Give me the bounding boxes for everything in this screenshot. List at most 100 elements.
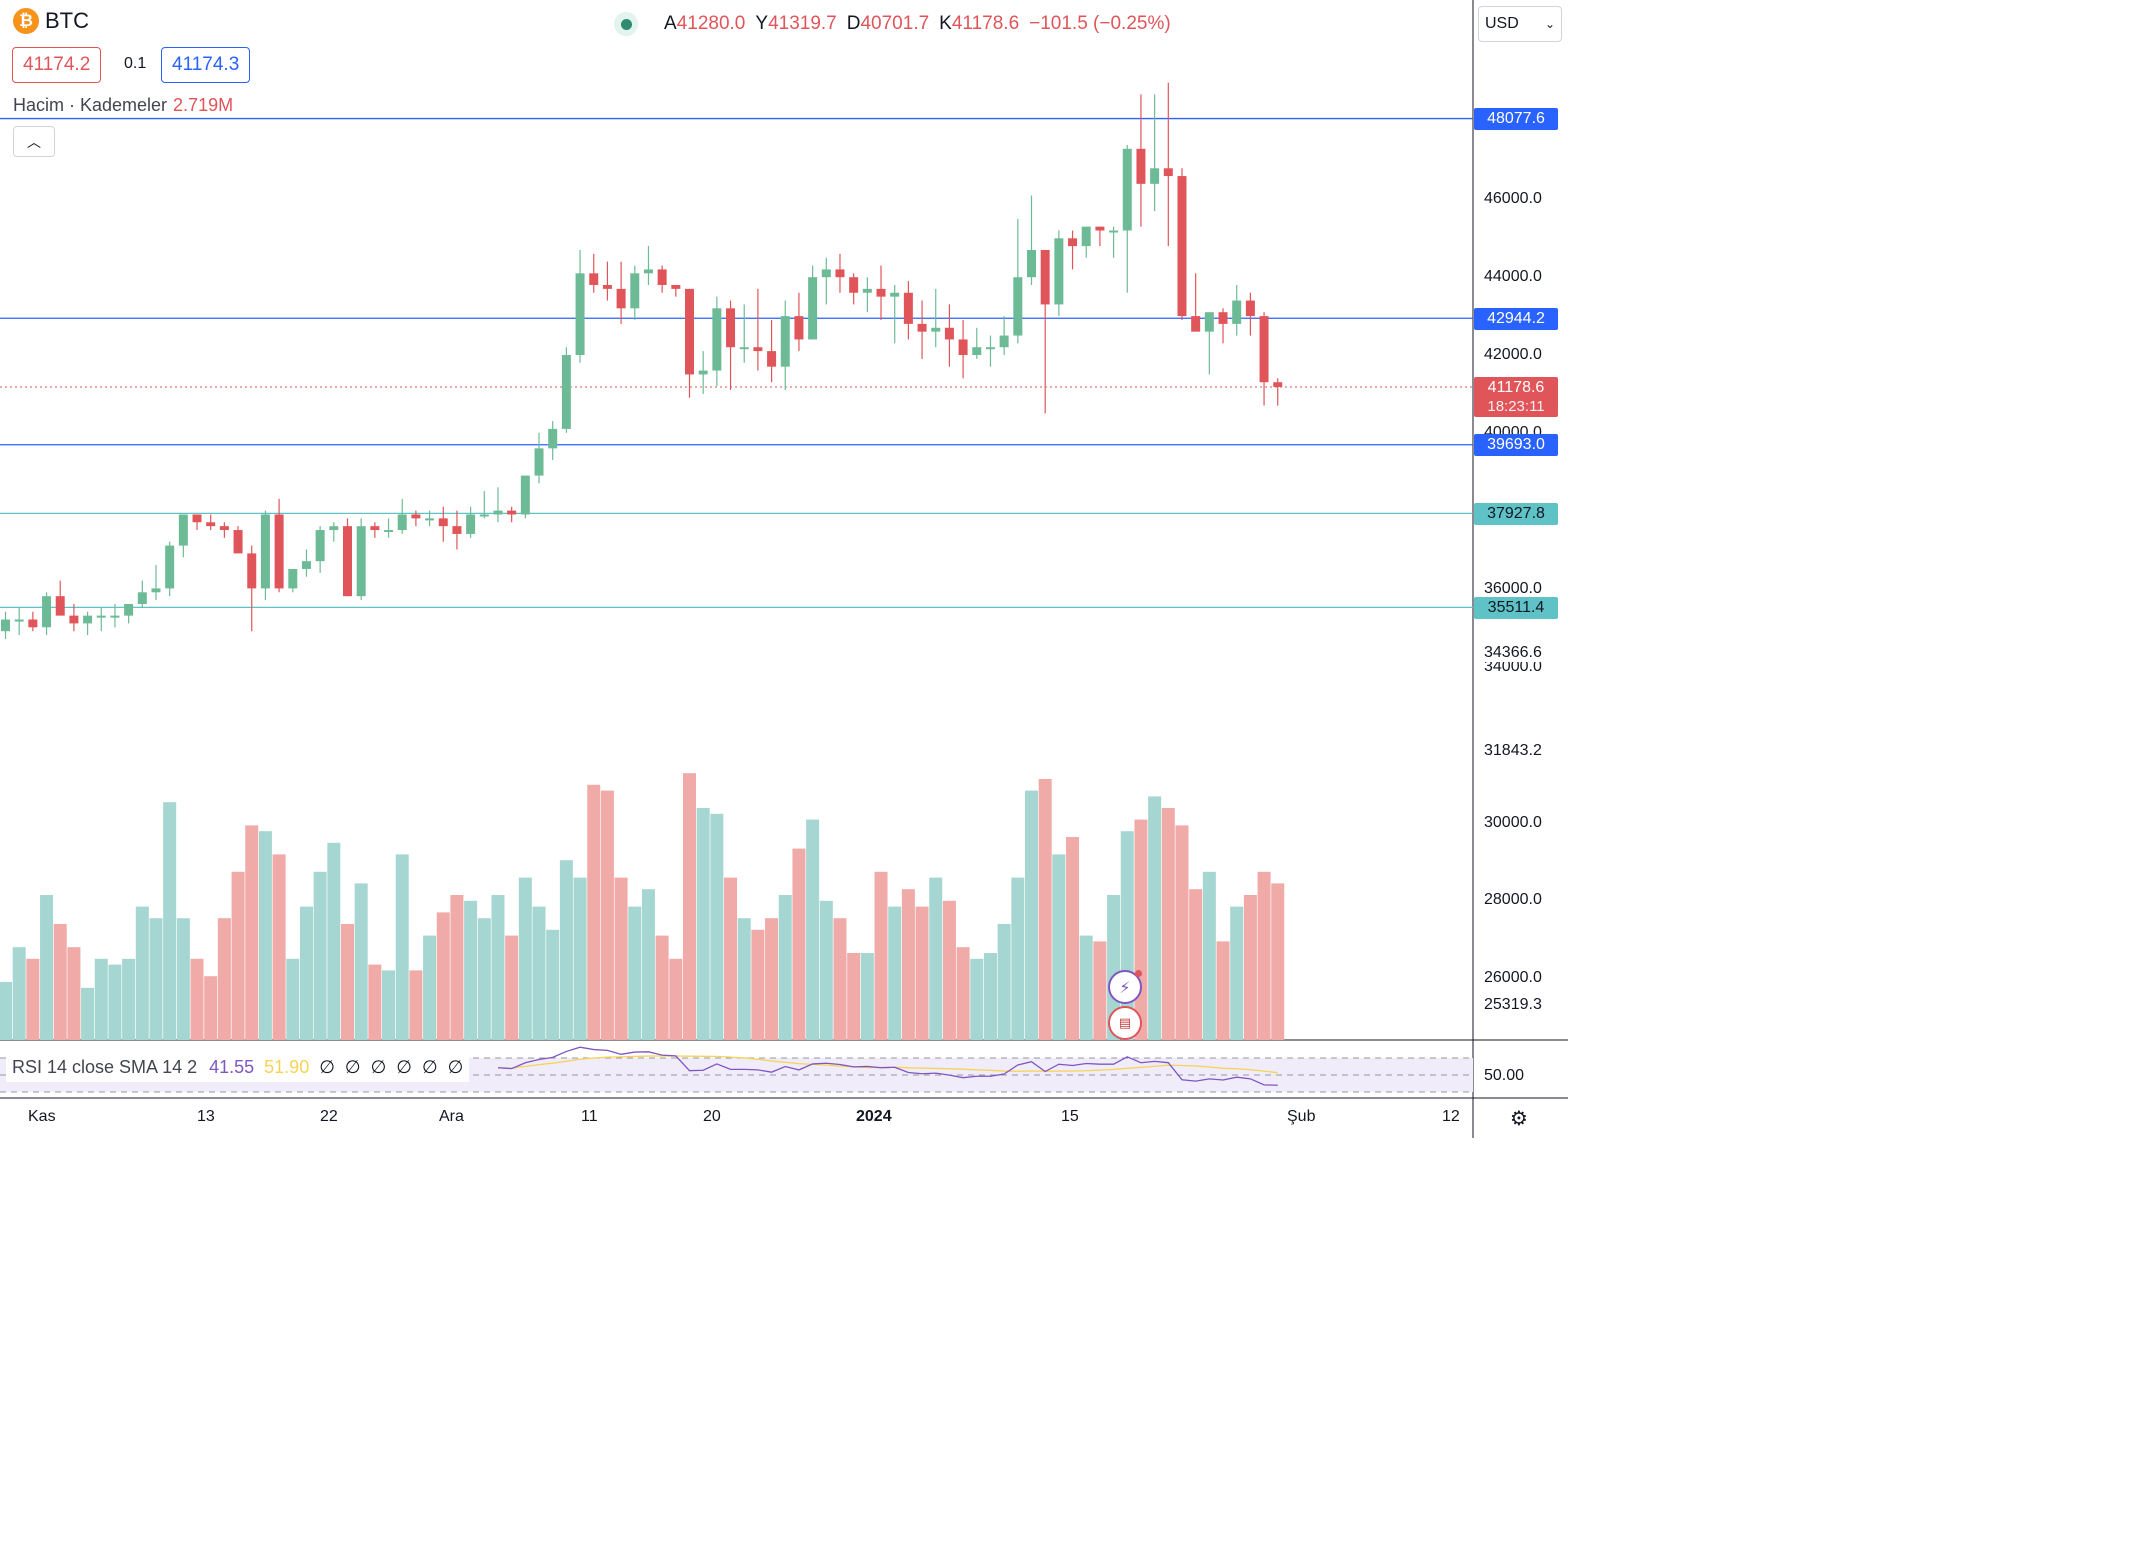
volume-bar — [587, 784, 601, 1040]
candle-body — [903, 292, 913, 324]
time-axis-label: 13 — [197, 1108, 215, 1125]
rsi-axis-label: 50.00 — [1484, 1067, 1525, 1084]
candle-body — [83, 615, 93, 624]
volume-bar — [915, 906, 929, 1040]
us-flag-event-icon[interactable]: ▤ — [1108, 1006, 1142, 1040]
candle-body — [438, 518, 448, 527]
volume-bar — [751, 929, 765, 1040]
symbol-name: BTC — [45, 8, 89, 33]
candle-body — [493, 510, 503, 515]
candle-body — [1191, 316, 1201, 332]
time-axis-label: Ara — [439, 1108, 464, 1125]
candle-body — [602, 284, 612, 289]
price-axis-label: 30000.0 — [1484, 814, 1542, 831]
candle-body — [14, 619, 24, 622]
volume-bar — [888, 906, 902, 1040]
volume-bar — [53, 924, 67, 1040]
volume-bar — [1175, 825, 1189, 1040]
low-value: 40701.7 — [860, 13, 930, 34]
candle-body — [137, 592, 147, 604]
rsi-line — [497, 1046, 1278, 1086]
sell-button[interactable]: 41174.2 — [12, 47, 102, 83]
price-axis-label: 36000.0 — [1484, 580, 1542, 597]
volume-bar — [1093, 941, 1107, 1040]
currency-select[interactable]: USD ⌄ — [1478, 6, 1562, 42]
volume-bar — [1161, 808, 1175, 1040]
volume-bar — [272, 854, 286, 1040]
candle-body — [466, 514, 476, 534]
candle-body — [999, 335, 1009, 348]
rsi-na-value: ∅ — [447, 1056, 464, 1077]
settings-icon[interactable]: ⚙ — [1510, 1106, 1528, 1130]
volume-bar — [641, 889, 655, 1040]
time-axis-label: 11 — [581, 1108, 598, 1125]
candle-body — [862, 288, 872, 293]
volume-legend[interactable]: Hacim · Kademeler 2.719M — [13, 95, 244, 116]
chevron-down-icon: ⌄ — [1544, 17, 1555, 31]
hline-price-tag[interactable]: 37927.8 — [1474, 503, 1558, 525]
rsi-legend[interactable]: RSI 14 close SMA 14 2 41.55 51.90 ∅ ∅ ∅ … — [6, 1052, 470, 1082]
volume-bar — [450, 895, 464, 1040]
candle-body — [452, 526, 462, 534]
candle-body — [206, 522, 216, 527]
candle-body — [384, 530, 394, 533]
candle-body — [821, 269, 831, 278]
volume-bar — [1202, 871, 1216, 1040]
volume-bar — [1025, 790, 1038, 1040]
price-chart-canvas[interactable] — [0, 0, 1568, 1138]
candle-body — [1232, 300, 1242, 324]
hline-price-tag[interactable]: 39693.0 — [1474, 434, 1558, 456]
low-label: D — [846, 13, 861, 34]
lightning-event-icon[interactable]: ⚡ — [1108, 970, 1142, 1004]
time-axis-label: 22 — [320, 1108, 338, 1125]
volume-bar — [628, 906, 642, 1040]
candle-body — [1273, 382, 1283, 387]
symbol-title[interactable]: ₿ BTC — [13, 8, 89, 34]
buy-button[interactable]: 41174.3 — [161, 47, 251, 83]
hline-price-tag[interactable]: 48077.6 — [1474, 108, 1558, 130]
volume-bar — [970, 958, 984, 1040]
collapse-legend-button[interactable]: ︿ — [13, 126, 55, 157]
volume-bar — [614, 877, 628, 1040]
candle-body — [835, 269, 845, 278]
candle-body — [561, 355, 571, 429]
volume-bar — [204, 976, 218, 1040]
candle-body — [698, 370, 708, 375]
candle-body — [917, 323, 927, 332]
candle-body — [1204, 312, 1214, 332]
close-value: 41178.6 — [951, 13, 1020, 34]
volume-bar — [956, 947, 970, 1040]
volume-bar — [655, 935, 669, 1040]
candle-body — [712, 308, 722, 371]
volume-bar — [1134, 819, 1148, 1040]
candle-body — [1177, 176, 1187, 317]
market-status-icon[interactable] — [614, 12, 638, 36]
volume-bar — [313, 871, 327, 1040]
volume-bar — [1271, 883, 1285, 1040]
candle-body — [753, 347, 763, 352]
candle-body — [1218, 312, 1228, 324]
hline-price-tag[interactable]: 42944.2 — [1474, 308, 1558, 330]
volume-bar — [135, 906, 149, 1040]
candle-body — [548, 428, 558, 449]
candle-body — [1109, 230, 1119, 233]
volume-bar — [190, 958, 204, 1040]
rsi-na-value: ∅ — [319, 1056, 335, 1077]
candle-body — [274, 514, 284, 589]
volume-legend-label: Hacim · Kademeler — [13, 95, 168, 115]
volume-bar — [833, 918, 847, 1040]
volume-bar — [792, 848, 806, 1040]
candle-body — [397, 514, 407, 531]
hline-price-tag[interactable]: 35511.4 — [1474, 597, 1558, 619]
time-axis-label: 15 — [1061, 1108, 1079, 1125]
candle-body — [42, 596, 52, 628]
rsi-value: 41.55 — [209, 1056, 255, 1077]
volume-bar — [368, 964, 382, 1040]
candle-body — [192, 514, 202, 523]
ohlc-legend: A 41280.0 Y 41319.7 D 40701.7 K 41178.6 −101… — [614, 12, 1181, 36]
volume-bar — [532, 906, 546, 1040]
rsi-na-value: ∅ — [344, 1056, 361, 1077]
candle-body — [657, 269, 667, 285]
candle-body — [247, 553, 257, 589]
candle-body — [1054, 238, 1064, 305]
